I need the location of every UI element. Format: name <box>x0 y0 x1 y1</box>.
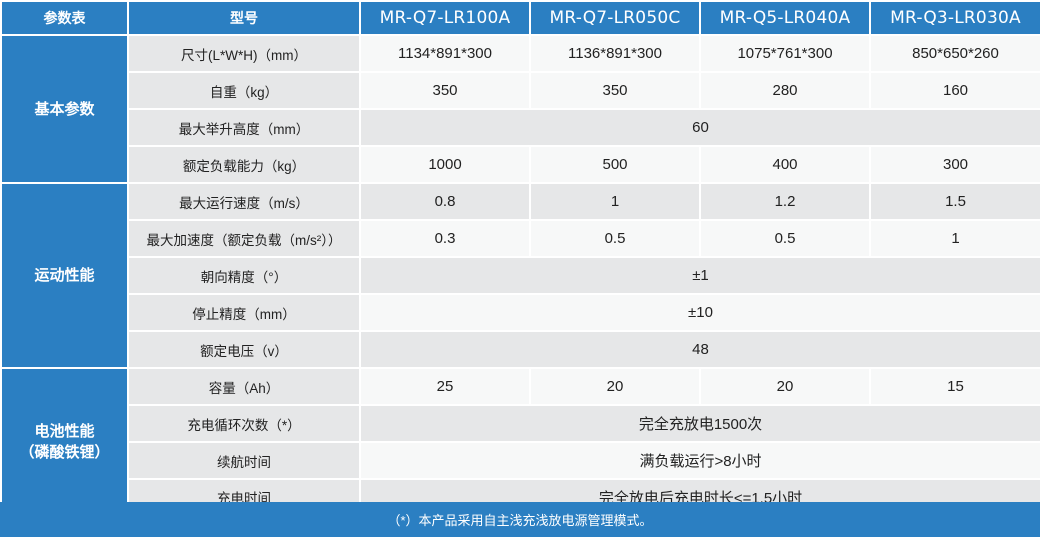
cell-load-2: 500 <box>529 145 701 184</box>
footnote-text: （*）本产品采用自主浅充浅放电源管理模式。 <box>387 513 653 528</box>
header-model-3: MR-Q5-LR040A <box>699 0 871 36</box>
cell-size-3: 1075*761*300 <box>699 34 871 73</box>
cell-weight-3: 280 <box>699 71 871 110</box>
cell-cycles: 完全充放电1500次 <box>359 404 1040 443</box>
cell-capacity-2: 20 <box>529 367 701 406</box>
spec-table: 参数表 型号 MR-Q7-LR100A MR-Q7-LR050C MR-Q5-L… <box>0 0 1040 516</box>
param-label-size: 尺寸(L*W*H)（mm） <box>127 34 361 73</box>
cell-heading: ±1 <box>359 256 1040 295</box>
cell-accel-2: 0.5 <box>529 219 701 258</box>
cell-stop: ±10 <box>359 293 1040 332</box>
table-row-endurance: 续航时间 满负载运行>8小时 <box>1 441 1040 480</box>
cell-capacity-1: 25 <box>359 367 531 406</box>
param-label-cycles: 充电循环次数（*） <box>127 404 361 443</box>
table-row-voltage: 额定电压（v） 48 <box>1 330 1040 369</box>
cell-size-1: 1134*891*300 <box>359 34 531 73</box>
cell-weight-1: 350 <box>359 71 531 110</box>
cell-speed-4: 1.5 <box>869 182 1040 221</box>
table-row-heading: 朝向精度（°） ±1 <box>1 256 1040 295</box>
param-label-capacity: 容量（Ah） <box>127 367 361 406</box>
param-label-heading: 朝向精度（°） <box>127 256 361 295</box>
cell-accel-3: 0.5 <box>699 219 871 258</box>
param-label-speed: 最大运行速度（m/s） <box>127 182 361 221</box>
cell-speed-3: 1.2 <box>699 182 871 221</box>
cell-capacity-3: 20 <box>699 367 871 406</box>
cell-endurance: 满负载运行>8小时 <box>359 441 1040 480</box>
header-model-1: MR-Q7-LR100A <box>359 0 531 36</box>
cell-weight-4: 160 <box>869 71 1040 110</box>
cell-load-1: 1000 <box>359 145 531 184</box>
cell-load-4: 300 <box>869 145 1040 184</box>
table-row-stop: 停止精度（mm） ±10 <box>1 293 1040 332</box>
cell-accel-1: 0.3 <box>359 219 531 258</box>
cell-load-3: 400 <box>699 145 871 184</box>
table-row-weight: 自重（kg） 350 350 280 160 <box>1 71 1040 110</box>
header-params-label: 参数表 <box>0 0 129 36</box>
header-row: 参数表 型号 MR-Q7-LR100A MR-Q7-LR050C MR-Q5-L… <box>0 0 1040 36</box>
table-row-capacity: 电池性能 （磷酸铁锂） 容量（Ah） 25 20 20 15 <box>0 367 1040 516</box>
footnote-bar: （*）本产品采用自主浅充浅放电源管理模式。 <box>0 502 1040 537</box>
header-model-4: MR-Q3-LR030A <box>869 0 1040 36</box>
param-label-stop: 停止精度（mm） <box>127 293 361 332</box>
cell-lift: 60 <box>359 108 1040 147</box>
table-row-load: 额定负载能力（kg） 1000 500 400 300 <box>1 145 1040 184</box>
param-label-lift: 最大举升高度（mm） <box>127 108 361 147</box>
table-row-speed: 运动性能 最大运行速度（m/s） 0.8 1 1.2 1.5 <box>0 182 1040 369</box>
param-label-accel: 最大加速度（额定负载（m/s²）） <box>127 219 361 258</box>
cell-capacity-4: 15 <box>869 367 1040 406</box>
group-battery-label: 电池性能 （磷酸铁锂） <box>19 422 110 461</box>
cell-weight-2: 350 <box>529 71 701 110</box>
group-motion: 运动性能 <box>0 182 129 369</box>
cell-voltage: 48 <box>359 330 1040 369</box>
group-battery: 电池性能 （磷酸铁锂） <box>0 367 129 516</box>
header-model-2: MR-Q7-LR050C <box>529 0 701 36</box>
cell-size-2: 1136*891*300 <box>529 34 701 73</box>
param-label-load: 额定负载能力（kg） <box>127 145 361 184</box>
param-label-endurance: 续航时间 <box>127 441 361 480</box>
header-model-label: 型号 <box>127 0 361 36</box>
cell-speed-2: 1 <box>529 182 701 221</box>
cell-speed-1: 0.8 <box>359 182 531 221</box>
group-basic: 基本参数 <box>0 34 129 184</box>
cell-accel-4: 1 <box>869 219 1040 258</box>
table-row-lift: 最大举升高度（mm） 60 <box>1 108 1040 147</box>
param-label-weight: 自重（kg） <box>127 71 361 110</box>
param-label-voltage: 额定电压（v） <box>127 330 361 369</box>
table-row-accel: 最大加速度（额定负载（m/s²）） 0.3 0.5 0.5 1 <box>1 219 1040 258</box>
table-row-size: 基本参数 尺寸(L*W*H)（mm） 1134*891*300 1136*891… <box>0 34 1040 184</box>
table-row-cycles: 充电循环次数（*） 完全充放电1500次 <box>1 404 1040 443</box>
cell-size-4: 850*650*260 <box>869 34 1040 73</box>
